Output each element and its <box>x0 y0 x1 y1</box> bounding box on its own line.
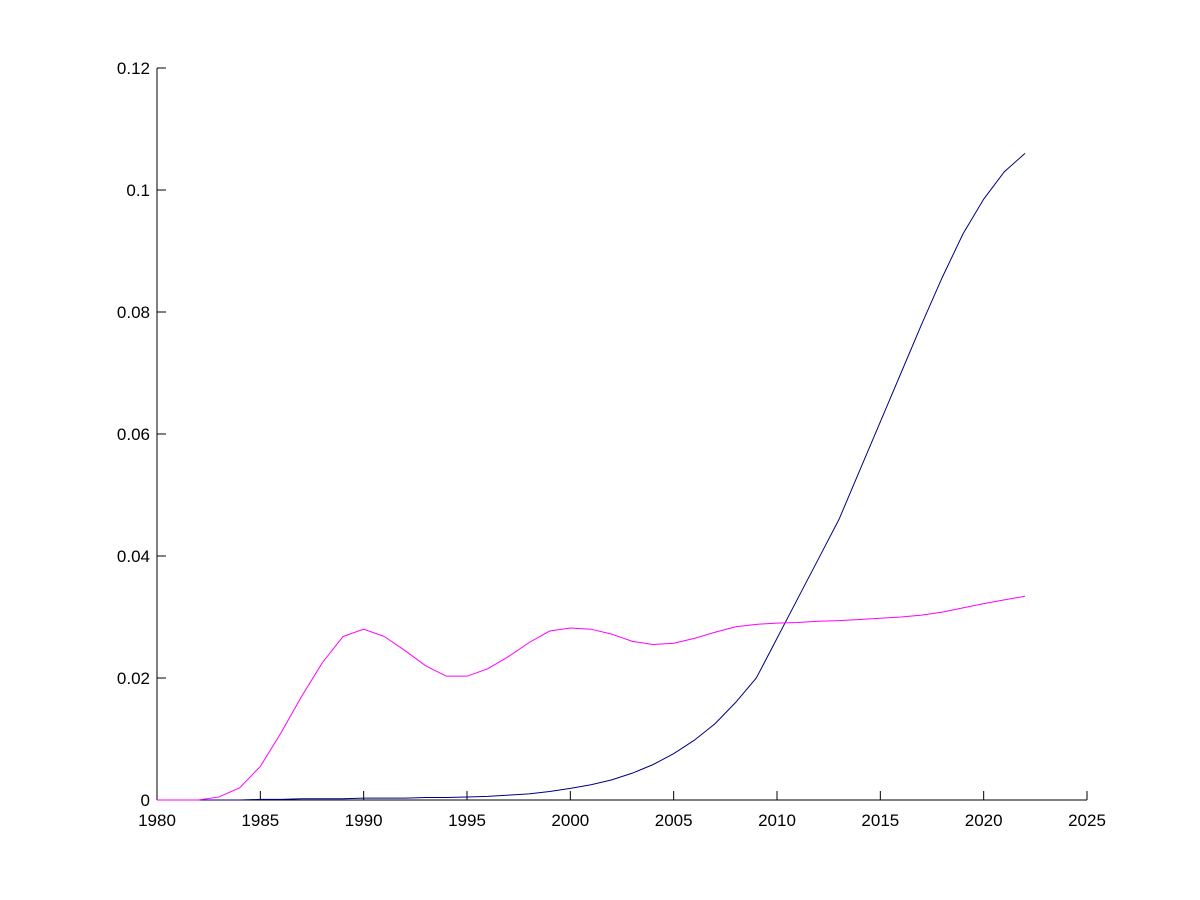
x-tick-label: 2000 <box>551 811 589 830</box>
x-tick-label: 2025 <box>1068 811 1106 830</box>
x-tick-label: 1980 <box>138 811 176 830</box>
y-tick-label: 0.12 <box>117 59 150 78</box>
x-tick-label: 1995 <box>448 811 486 830</box>
y-tick-label: 0.1 <box>126 181 150 200</box>
y-tick-label: 0 <box>141 791 150 810</box>
y-tick-label: 0.02 <box>117 669 150 688</box>
data-line <box>157 595 1026 801</box>
x-tick-label: 2010 <box>758 811 796 830</box>
y-tick-label: 0.06 <box>117 425 150 444</box>
x-tick-label: 1990 <box>345 811 383 830</box>
x-tick-label: 2015 <box>861 811 899 830</box>
x-tick-label: 2005 <box>655 811 693 830</box>
y-tick-label: 0.04 <box>117 547 150 566</box>
y-tick-label: 0.08 <box>117 303 150 322</box>
data-line <box>157 153 1026 801</box>
x-tick-label: 2020 <box>965 811 1003 830</box>
x-tick-label: 1985 <box>241 811 279 830</box>
